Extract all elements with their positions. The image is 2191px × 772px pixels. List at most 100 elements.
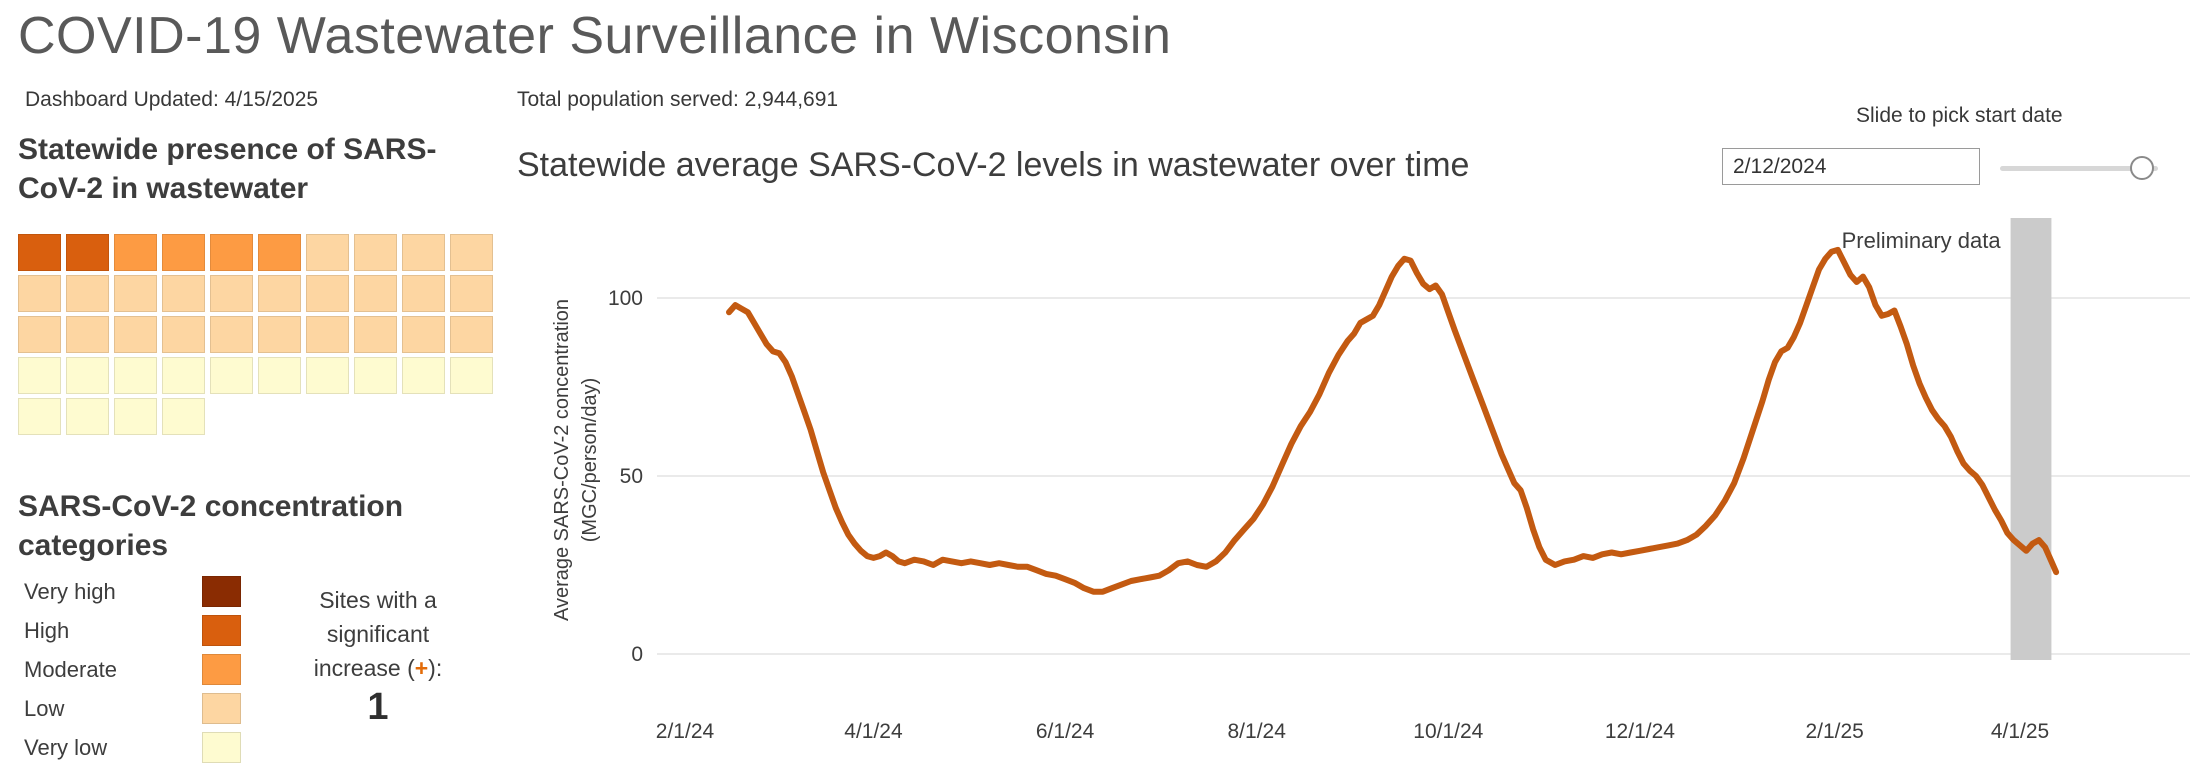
waffle-cell-low[interactable] (18, 275, 61, 312)
waffle-cell-moderate[interactable] (258, 234, 301, 271)
waffle-cell-low[interactable] (354, 234, 397, 271)
plus-icon: + (414, 655, 429, 681)
waffle-row (18, 316, 493, 353)
x-tick-label: 6/1/24 (1036, 720, 1095, 743)
legend-row-moderate: Moderate (24, 650, 241, 689)
waffle-row (18, 398, 493, 435)
waffle-cell-low[interactable] (306, 275, 349, 312)
waffle-cell-low[interactable] (306, 234, 349, 271)
legend-row-very_low: Very low (24, 728, 241, 767)
y-axis-label-line2: (MGC/person/day) (579, 378, 601, 543)
preliminary-label: Preliminary data (1842, 228, 2002, 253)
timeseries-chart: 0 50 100 Preliminary data 2/1/24 4/1/24 6/1/24… (540, 200, 2191, 767)
waffle-cell-low[interactable] (402, 316, 445, 353)
waffle-cell-low[interactable] (210, 275, 253, 312)
waffle-cell-low[interactable] (306, 316, 349, 353)
waffle-row (18, 357, 493, 394)
waffle-cell-low[interactable] (114, 316, 157, 353)
waffle-cell-low[interactable] (402, 234, 445, 271)
note-line-1: Sites with a (319, 587, 437, 613)
x-tick-label: 2/1/24 (656, 720, 715, 743)
waffle-cell-very_low[interactable] (450, 357, 493, 394)
legend-row-very_high: Very high (24, 572, 241, 611)
waffle-cell-very_low[interactable] (114, 357, 157, 394)
waffle-cell-low[interactable] (162, 316, 205, 353)
x-tick-label: 12/1/24 (1605, 720, 1675, 743)
start-date-slider-track[interactable] (2000, 166, 2158, 171)
waffle-cell-low[interactable] (18, 316, 61, 353)
waffle-grid (18, 234, 493, 439)
legend-swatch-very_high (202, 576, 241, 607)
y-tick-label: 50 (620, 465, 643, 488)
waffle-cell-low[interactable] (402, 275, 445, 312)
waffle-cell-low[interactable] (354, 316, 397, 353)
waffle-cell-low[interactable] (114, 275, 157, 312)
legend-swatch-very_low (202, 732, 241, 763)
waffle-cell-moderate[interactable] (210, 234, 253, 271)
legend-label: Very low (24, 734, 108, 760)
legend-label: Very high (24, 578, 116, 604)
significant-increase-count: 1 (367, 686, 389, 728)
waffle-cell-moderate[interactable] (114, 234, 157, 271)
legend-label: High (24, 617, 70, 643)
waffle-cell-low[interactable] (258, 316, 301, 353)
x-tick-label: 4/1/24 (844, 720, 903, 743)
waffle-cell-low[interactable] (450, 275, 493, 312)
waffle-cell-very_low[interactable] (18, 398, 61, 435)
waffle-cell-very_low[interactable] (354, 357, 397, 394)
series-line[interactable] (726, 246, 2060, 595)
chart-title: Statewide average SARS-CoV-2 levels in w… (517, 146, 1470, 184)
waffle-cell-low[interactable] (66, 316, 109, 353)
legend-swatch-low (202, 693, 241, 724)
x-tick-label: 10/1/24 (1413, 720, 1483, 743)
legend-label: Low (24, 695, 65, 721)
waffle-cell-very_low[interactable] (18, 357, 61, 394)
legend-swatch-moderate (202, 654, 241, 685)
waffle-cell-very_low[interactable] (162, 398, 205, 435)
legend-label: Moderate (24, 656, 117, 682)
start-date-slider-handle[interactable] (2130, 156, 2154, 180)
population-served-label: Total population served: 2,944,691 (517, 88, 839, 111)
waffle-cell-low[interactable] (162, 275, 205, 312)
waffle-cell-low[interactable] (450, 316, 493, 353)
waffle-cell-low[interactable] (450, 234, 493, 271)
timeseries-svg: 0 50 100 Preliminary data 2/1/24 4/1/24 6/1/24… (551, 218, 2190, 743)
page-title: COVID-19 Wastewater Surveillance in Wisc… (18, 7, 1172, 65)
waffle-cell-very_low[interactable] (210, 357, 253, 394)
concentration-legend: Very high High Moderate Low Very low (24, 572, 241, 767)
waffle-cell-low[interactable] (354, 275, 397, 312)
dashboard-updated-label: Dashboard Updated: 4/15/2025 (25, 88, 319, 111)
preliminary-band (2010, 218, 2052, 660)
y-tick-label: 0 (631, 643, 643, 666)
waffle-cell-very_low[interactable] (66, 357, 109, 394)
start-date-input[interactable] (1722, 148, 1980, 185)
waffle-cell-moderate[interactable] (162, 234, 205, 271)
x-tick-label: 2/1/25 (1805, 720, 1863, 743)
legend-row-low: Low (24, 689, 241, 728)
legend-row-high: High (24, 611, 241, 650)
legend-swatch-high (202, 615, 241, 646)
waffle-cell-low[interactable] (66, 275, 109, 312)
waffle-cell-low[interactable] (258, 275, 301, 312)
x-tick-label: 4/1/25 (1991, 720, 2049, 743)
waffle-row (18, 275, 493, 312)
note-line-2: significant (326, 621, 430, 647)
x-tick-label: 8/1/24 (1228, 720, 1287, 743)
waffle-cell-very_low[interactable] (114, 398, 157, 435)
presence-section-title: Statewide presence of SARS-CoV-2 in wast… (18, 133, 437, 205)
waffle-cell-very_low[interactable] (402, 357, 445, 394)
waffle-row (18, 234, 493, 271)
waffle-cell-high[interactable] (66, 234, 109, 271)
waffle-cell-very_low[interactable] (306, 357, 349, 394)
waffle-cell-low[interactable] (210, 316, 253, 353)
start-date-slider-label: Slide to pick start date (1856, 104, 2063, 127)
y-axis-label-line1: Average SARS-CoV-2 concentration (551, 299, 573, 621)
y-tick-label: 100 (608, 287, 643, 310)
waffle-cell-very_low[interactable] (66, 398, 109, 435)
waffle-cell-very_low[interactable] (258, 357, 301, 394)
waffle-cell-high[interactable] (18, 234, 61, 271)
significant-increase-note: Sites with a significant increase (+): (287, 583, 469, 685)
note-line-3: increase (+): (313, 655, 443, 681)
waffle-cell-very_low[interactable] (162, 357, 205, 394)
categories-section-title: SARS-CoV-2 concentration categories (18, 490, 404, 562)
